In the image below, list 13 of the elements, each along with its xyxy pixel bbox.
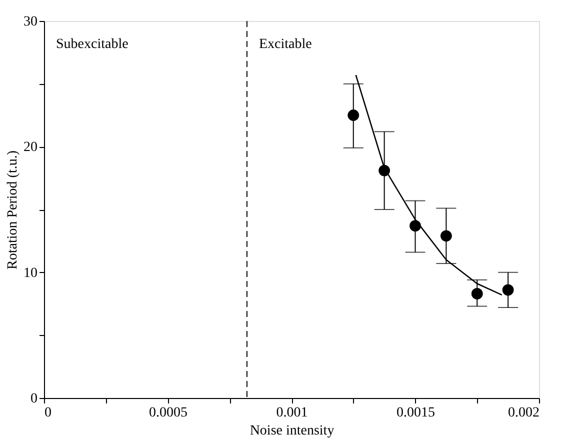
annotation: Subexcitable (56, 37, 128, 52)
x-tick-label: 0 (44, 406, 52, 420)
x-tick-label: 0.0015 (396, 406, 435, 420)
x-tick-label: 0.0005 (149, 406, 188, 420)
annotation: Excitable (258, 37, 312, 52)
y-axis-title: Rotation Period (t.u.) (6, 150, 20, 270)
y-tick-label: 10 (24, 266, 38, 281)
x-axis-title: Noise intensity (250, 424, 334, 438)
y-tick-label: 30 (24, 14, 38, 30)
x-tick-label: 0.002 (508, 406, 540, 420)
y-tick-label: 20 (24, 140, 38, 156)
x-tick-label: 0.001 (276, 406, 308, 420)
y-tick-label: 0 (30, 392, 38, 406)
